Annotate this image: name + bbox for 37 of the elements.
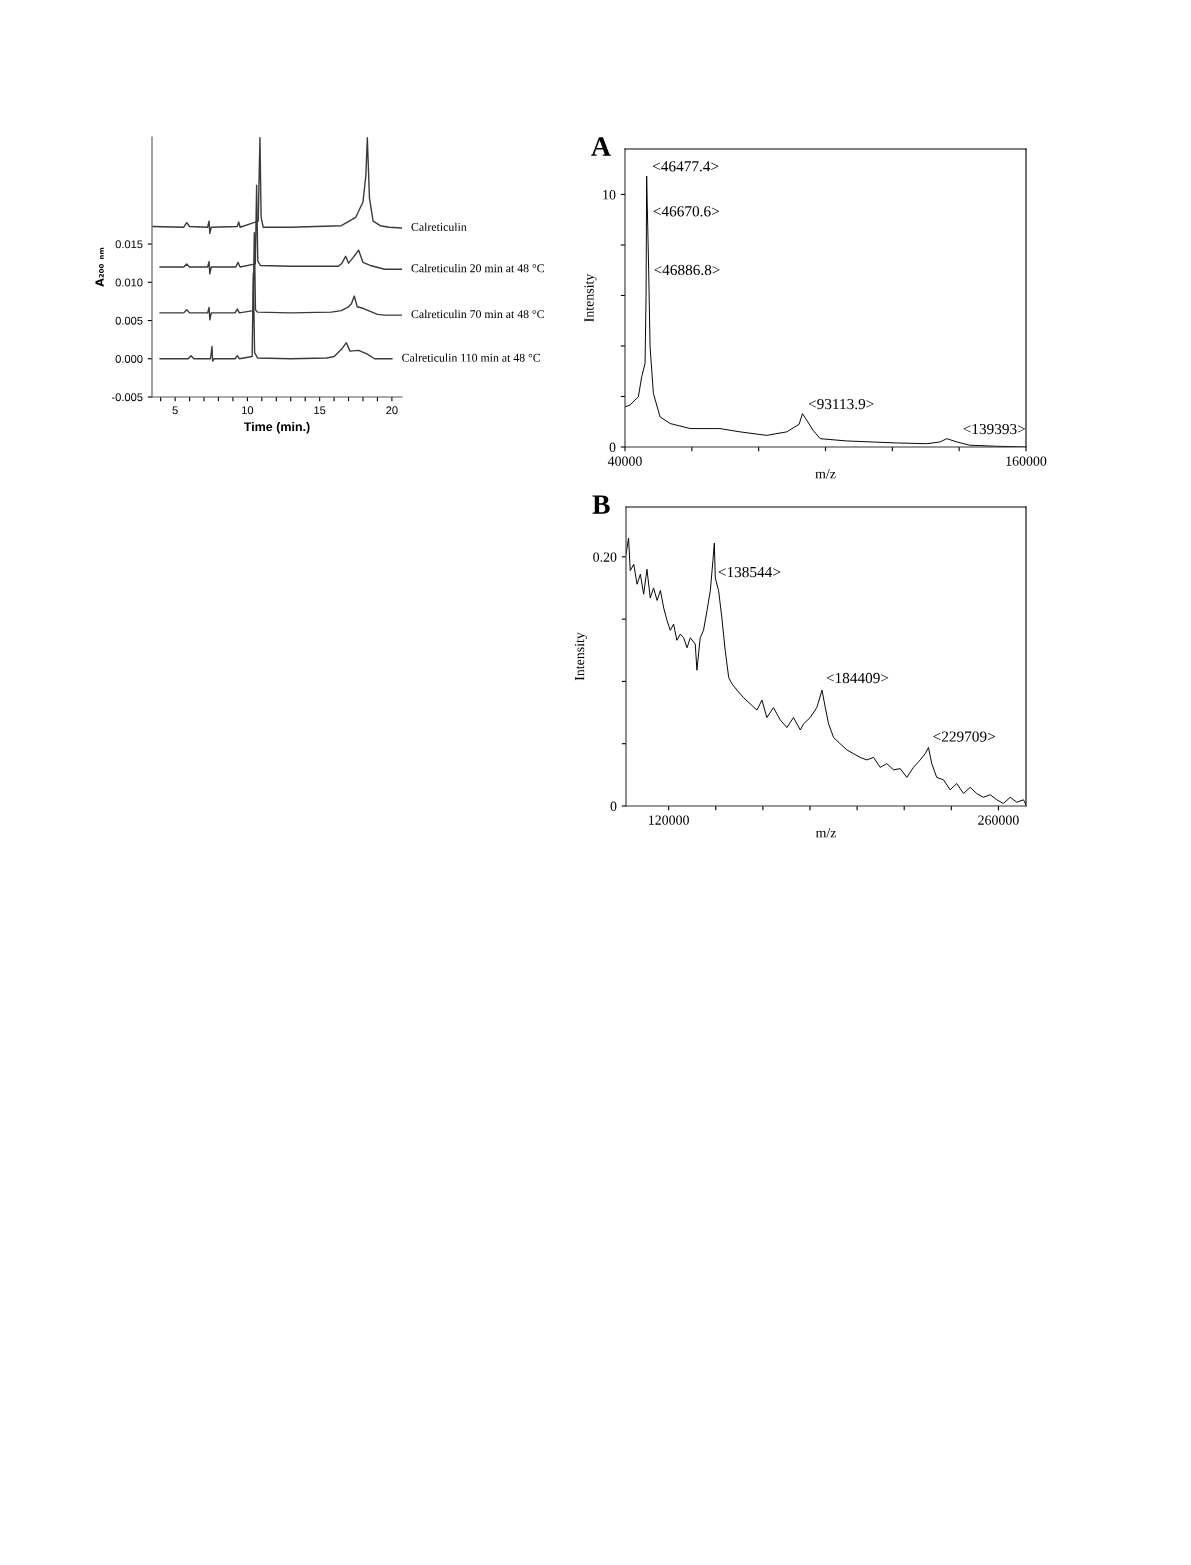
annotation: <184409>: [826, 672, 889, 684]
y-tick-label: -0.005: [111, 393, 143, 402]
annotation: <46477.4>: [652, 161, 719, 172]
x-axis-title: m/z: [815, 828, 837, 838]
x-tick-label: 120000: [649, 815, 689, 825]
y-tick-label: 0.005: [115, 316, 143, 325]
y-tick-label: 10: [603, 190, 616, 200]
annotation: <139393>: [963, 423, 1026, 435]
series-label: Calreticulin: [411, 222, 467, 231]
x-tick-label: 10: [242, 406, 254, 415]
x-tick-label: 15: [314, 406, 326, 415]
x-tick-label: 5: [172, 406, 178, 415]
x-axis-title: m/z: [815, 469, 836, 479]
y-tick-label: 0.010: [115, 278, 143, 287]
annotation: <46670.6>: [653, 206, 719, 217]
y-tick-label: 0.20: [593, 552, 617, 562]
x-tick-label: 160000: [1006, 456, 1047, 466]
y-axis-title: A₂₀₀ ₙₘ: [95, 247, 104, 287]
annotation: <93113.9>: [808, 398, 874, 410]
annotation: <138544>: [718, 566, 781, 578]
y-tick-label: 0.015: [115, 240, 143, 249]
chart-title: A: [591, 137, 611, 156]
series-label: Calreticulin 70 min at 48 °C: [411, 309, 544, 319]
y-tick-label: 0: [610, 801, 617, 811]
x-axis-title: Time (min.): [243, 421, 310, 434]
x-tick-label: 40000: [607, 456, 642, 466]
y-axis-title: Intensity: [584, 273, 597, 322]
y-tick-label: 0.000: [115, 355, 143, 363]
series-label: Calreticulin 20 min at 48 °C: [411, 263, 544, 273]
y-tick-label: 0: [609, 442, 616, 452]
x-tick-label: 20: [386, 406, 398, 415]
annotation: <229709>: [933, 731, 995, 742]
series-label: Calreticulin 110 min at 48 °C: [402, 353, 540, 362]
x-tick-label: 260000: [978, 815, 1019, 825]
chart-title: B: [592, 495, 610, 514]
annotation: <46886.8>: [654, 264, 720, 276]
y-axis-title: Intensity: [574, 632, 588, 681]
